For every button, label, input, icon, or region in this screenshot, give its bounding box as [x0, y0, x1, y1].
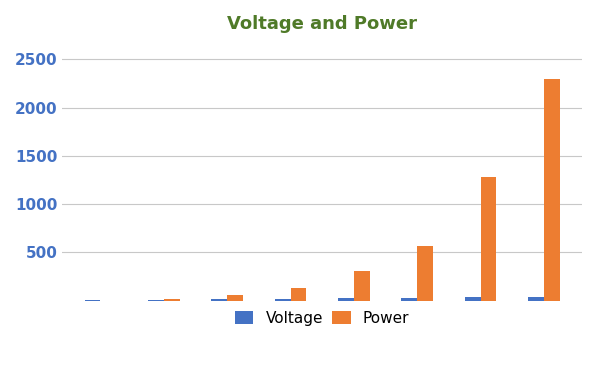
Bar: [291, 288, 306, 301]
Bar: [417, 246, 433, 301]
Bar: [275, 299, 291, 301]
Bar: [544, 79, 560, 301]
Bar: [164, 299, 180, 301]
Legend: Voltage, Power: Voltage, Power: [229, 305, 416, 332]
Bar: [148, 300, 164, 301]
Bar: [401, 298, 417, 301]
Bar: [528, 297, 544, 301]
Bar: [354, 271, 370, 301]
Bar: [481, 177, 497, 301]
Title: Voltage and Power: Voltage and Power: [227, 15, 417, 33]
Bar: [227, 295, 243, 301]
Bar: [211, 299, 227, 301]
Bar: [85, 300, 100, 301]
Bar: [465, 297, 481, 301]
Bar: [338, 298, 354, 301]
